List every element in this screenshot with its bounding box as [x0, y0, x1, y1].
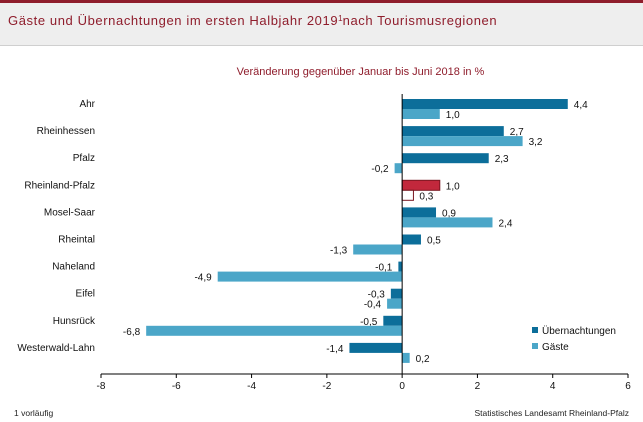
x-tick-label: -4 [247, 381, 256, 392]
bar-uebernachtungen [398, 261, 403, 272]
category-label: Rheinhessen [37, 126, 95, 137]
legend-swatch [532, 327, 538, 333]
bar-gaeste [402, 217, 493, 228]
title-suffix: nach Tourismusregionen [342, 13, 498, 28]
value-label: 0,9 [442, 208, 456, 219]
bar-uebernachtungen [390, 288, 403, 299]
value-label: -0,3 [368, 290, 386, 301]
legend-swatch [532, 343, 538, 349]
category-label: Eifel [76, 289, 95, 300]
x-tick-label: 2 [475, 381, 481, 392]
x-tick-label: -2 [322, 381, 331, 392]
value-label: 0,3 [419, 191, 433, 202]
bar-gaeste [402, 352, 410, 363]
category-label: Pfalz [73, 153, 95, 164]
value-label: -6,8 [123, 327, 141, 338]
bar-uebernachtungen [402, 99, 568, 109]
value-label: 0,2 [416, 354, 430, 365]
bar-gaeste [402, 109, 440, 119]
value-label: -4,9 [194, 273, 212, 284]
header-divider [0, 45, 643, 46]
value-label: -0,5 [360, 317, 378, 328]
bar-gaeste [146, 325, 403, 336]
title-footnote-marker: 1 [338, 14, 343, 23]
footnote: 1 vorläufig [14, 408, 54, 418]
bar-gaeste [402, 136, 523, 147]
category-label: Hunsrück [53, 316, 96, 327]
value-label: 1,0 [446, 110, 460, 121]
x-tick-label: 4 [550, 381, 556, 392]
title-text: Gäste und Übernachtungen im ersten Halbj… [8, 13, 339, 28]
value-label: -1,4 [326, 344, 344, 355]
x-tick-label: -8 [97, 381, 106, 392]
bar-uebernachtungen [401, 179, 441, 191]
category-label: Westerwald-Lahn [17, 343, 95, 354]
chart-subtitle: Veränderung gegenüber Januar bis Juni 20… [0, 66, 643, 78]
x-tick-label: 0 [399, 381, 405, 392]
bar-uebernachtungen [383, 315, 403, 326]
legend-label: Gäste [542, 342, 569, 353]
bar-uebernachtungen [402, 234, 421, 245]
bar-gaeste [401, 189, 414, 201]
value-label: -0,2 [371, 164, 389, 175]
value-label: 4,4 [574, 100, 588, 111]
bar-gaeste [394, 163, 403, 174]
bar-gaeste [387, 298, 403, 309]
bar-uebernachtungen [402, 207, 437, 218]
category-label: Naheland [52, 262, 95, 273]
value-label: -1,3 [330, 246, 348, 257]
value-label: -0,4 [364, 300, 382, 311]
value-label: 3,2 [529, 137, 543, 148]
top-rule [0, 0, 643, 3]
category-label: Rheinland-Pfalz [24, 180, 95, 191]
value-label: -0,1 [375, 263, 393, 274]
subtitle-text: Veränderung gegenüber Januar bis Juni 20… [236, 66, 485, 78]
bar-uebernachtungen [402, 153, 489, 164]
value-label: 1,0 [446, 181, 460, 192]
value-label: 2,7 [510, 127, 524, 138]
bar-uebernachtungen [349, 342, 403, 353]
value-label: 2,4 [498, 218, 512, 229]
category-label: Mosel-Saar [44, 207, 96, 218]
x-tick-label: -6 [172, 381, 181, 392]
x-tick-label: 6 [625, 381, 631, 392]
category-label: Rheintal [58, 235, 95, 246]
category-label: Ahr [79, 99, 95, 110]
legend-label: Übernachtungen [542, 325, 616, 337]
bar-gaeste [217, 271, 403, 282]
chart-title: Gäste und Übernachtungen im ersten Halbj… [8, 13, 497, 28]
bar-gaeste [353, 244, 403, 255]
bar-uebernachtungen [402, 126, 504, 137]
value-label: 0,5 [427, 236, 441, 247]
source-note: Statistisches Landesamt Rheinland-Pfalz [474, 408, 630, 418]
value-label: 2,3 [495, 154, 509, 165]
